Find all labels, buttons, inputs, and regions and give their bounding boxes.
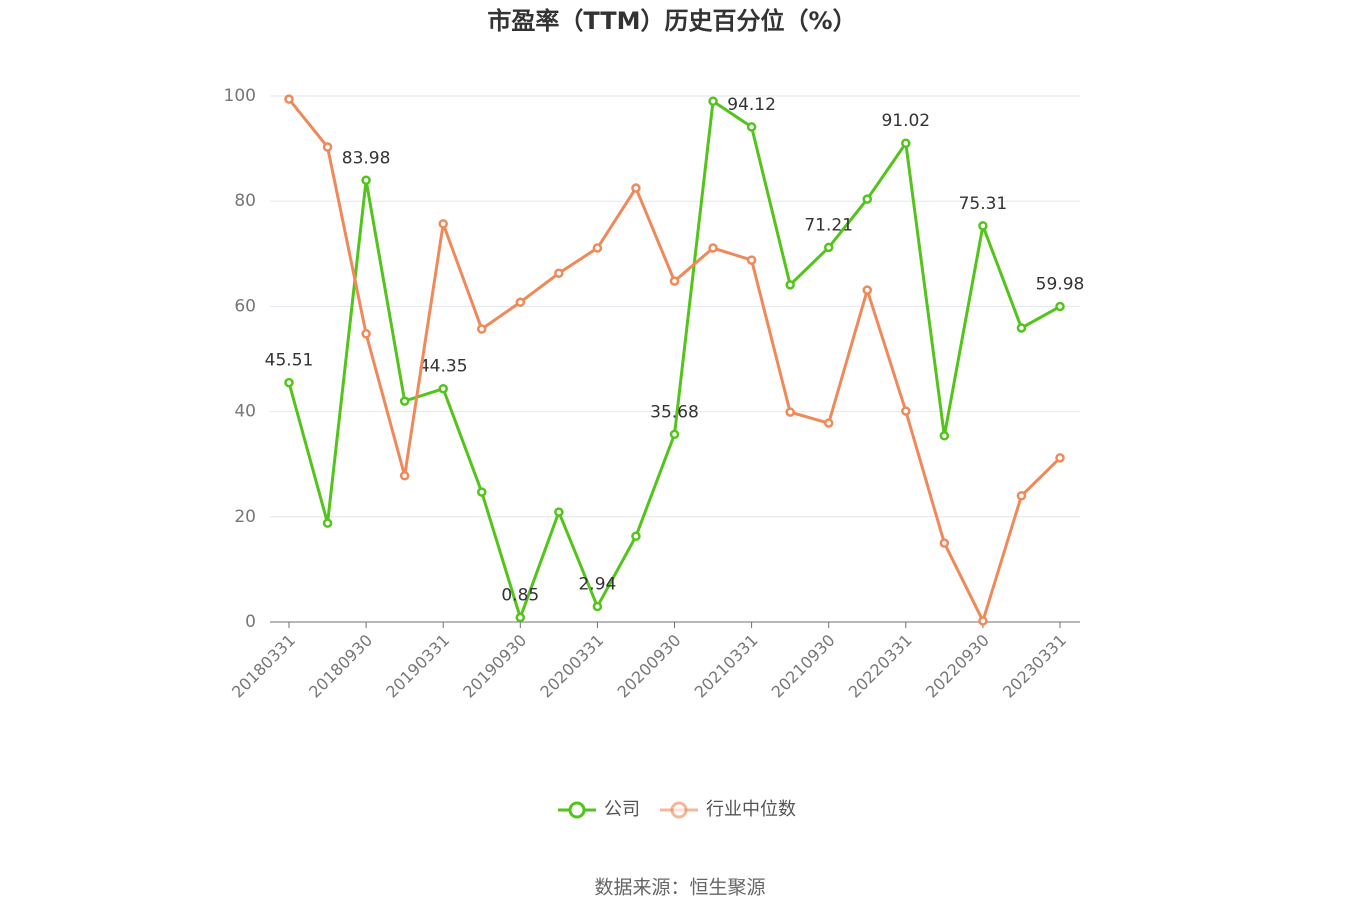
data-point xyxy=(708,96,718,107)
y-tick-label: 100 xyxy=(224,86,256,106)
data-point xyxy=(554,268,564,279)
y-tick-label: 40 xyxy=(234,402,256,422)
legend-label: 行业中位数 xyxy=(706,799,796,820)
data-point xyxy=(785,280,795,290)
chart-title: 市盈率（TTM）历史百分位（%） xyxy=(487,7,856,35)
data-point xyxy=(554,507,564,517)
data-point xyxy=(746,255,757,265)
data-point xyxy=(978,221,988,231)
data-point xyxy=(1055,453,1065,463)
data-label: 35.68 xyxy=(650,402,699,422)
data-point xyxy=(361,329,371,339)
legend-label: 公司 xyxy=(604,799,640,820)
data-point xyxy=(631,531,641,542)
data-label: 44.35 xyxy=(419,357,468,377)
data-point xyxy=(785,407,795,417)
data-point xyxy=(592,601,603,612)
data-point xyxy=(978,616,988,626)
data-point xyxy=(862,194,872,204)
data-point xyxy=(746,122,757,132)
data-point xyxy=(823,418,834,428)
x-tick-label: 20180331 xyxy=(228,631,299,702)
x-tick-label: 20200331 xyxy=(536,631,607,702)
data-point xyxy=(438,219,448,229)
data-point xyxy=(823,242,834,253)
data-label: 0.85 xyxy=(501,586,539,606)
data-point xyxy=(708,243,718,253)
y-tick-label: 20 xyxy=(234,507,256,527)
data-point xyxy=(862,285,872,295)
y-tick-label: 0 xyxy=(245,612,256,632)
x-tick-label: 20220930 xyxy=(922,631,993,702)
data-point xyxy=(1055,301,1065,312)
data-point xyxy=(284,94,294,104)
data-label: 45.51 xyxy=(265,351,314,371)
legend-marker xyxy=(568,801,586,819)
legend-marker xyxy=(670,801,688,819)
data-point xyxy=(399,396,410,406)
data-point xyxy=(669,429,680,440)
source-note: 数据来源：恒生聚源 xyxy=(594,877,765,899)
x-tick-label: 20190331 xyxy=(382,631,453,702)
data-point xyxy=(631,183,641,193)
data-point xyxy=(1016,491,1027,501)
data-point xyxy=(939,431,950,441)
data-point xyxy=(477,487,487,497)
data-point xyxy=(592,243,603,253)
x-tick-label: 20220331 xyxy=(845,631,916,702)
data-label: 94.12 xyxy=(727,95,776,115)
data-point xyxy=(322,142,333,152)
data-point xyxy=(901,406,911,416)
x-tick-label: 20210930 xyxy=(768,631,839,702)
data-point xyxy=(1016,323,1027,333)
data-point xyxy=(901,138,911,148)
data-point xyxy=(322,518,333,528)
data-point xyxy=(361,175,371,186)
x-tick-label: 20210331 xyxy=(691,631,762,702)
data-point xyxy=(669,276,680,286)
data-label: 83.98 xyxy=(342,148,391,168)
data-label: 2.94 xyxy=(578,575,616,595)
data-point xyxy=(438,383,448,394)
data-label: 59.98 xyxy=(1036,275,1085,295)
y-tick-label: 60 xyxy=(234,296,256,316)
data-label: 91.02 xyxy=(881,111,930,131)
data-point xyxy=(515,612,526,623)
y-tick-label: 80 xyxy=(234,191,256,211)
data-point xyxy=(515,297,526,307)
x-tick-label: 20200930 xyxy=(613,631,684,702)
x-tick-label: 20180930 xyxy=(305,631,376,702)
x-tick-label: 20190930 xyxy=(459,631,530,702)
x-tick-label: 20230331 xyxy=(999,631,1070,702)
data-point xyxy=(477,324,487,334)
data-point xyxy=(399,471,410,481)
data-point xyxy=(284,377,294,388)
data-label: 75.31 xyxy=(959,194,1008,214)
data-point xyxy=(939,538,950,548)
data-label: 71.21 xyxy=(804,215,853,235)
